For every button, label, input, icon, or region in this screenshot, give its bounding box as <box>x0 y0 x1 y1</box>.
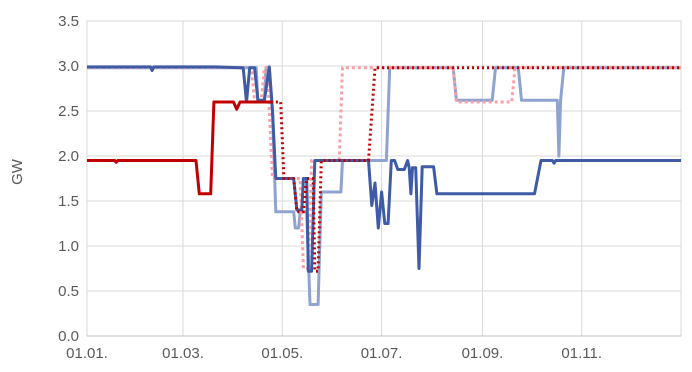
y-tick-label: 0.5 <box>58 283 79 300</box>
series-line-1 <box>87 66 681 306</box>
x-tick-label: 01.07. <box>361 345 403 362</box>
y-tick-label: 3.0 <box>58 58 79 75</box>
series-line-3 <box>87 65 681 273</box>
y-tick-labels: 0.0 0.5 1.0 1.5 2.0 2.5 3.0 3.5 <box>58 13 79 345</box>
y-tick-label: 1.0 <box>58 238 79 255</box>
series-line-5 <box>270 66 681 273</box>
y-tick-label: 1.5 <box>58 193 79 210</box>
series-lines <box>87 65 681 306</box>
y-tick-label: 3.5 <box>58 13 79 30</box>
x-tick-label: 01.05. <box>261 345 303 362</box>
y-axis-label: GW <box>9 158 26 185</box>
y-tick-label: 2.5 <box>58 103 79 120</box>
x-tick-label: 01.03. <box>162 345 204 362</box>
series-line-4 <box>87 100 271 196</box>
x-tick-label: 01.09. <box>462 345 504 362</box>
x-tick-label: 01.11. <box>561 345 602 362</box>
y-tick-label: 0.0 <box>58 328 79 345</box>
x-tick-label: 01.01. <box>66 345 108 362</box>
gridlines <box>86 20 682 337</box>
x-tick-labels: 01.01. 01.03. 01.05. 01.07. 01.09. 01.11. <box>66 345 602 362</box>
y-tick-label: 2.0 <box>58 148 79 165</box>
series-line-2 <box>87 66 681 270</box>
